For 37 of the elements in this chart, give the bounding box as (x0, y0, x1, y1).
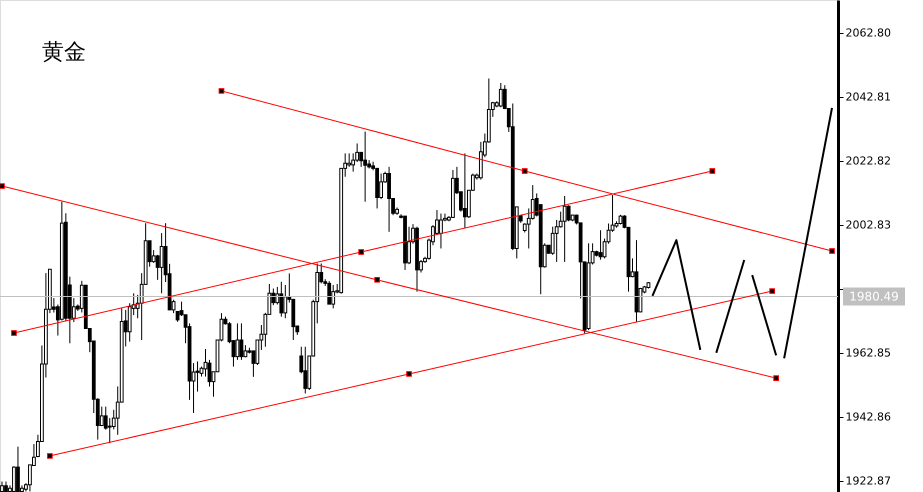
candlestick (4, 481, 8, 492)
point (773, 375, 779, 381)
candlestick (363, 131, 368, 202)
candlestick (566, 204, 571, 222)
candlestick (347, 152, 352, 168)
point (374, 276, 380, 283)
point (47, 453, 53, 459)
point (358, 249, 364, 255)
point (0, 183, 5, 189)
candlestick (355, 142, 360, 163)
text: 黄金 (42, 40, 86, 65)
point (218, 88, 224, 94)
point (11, 330, 17, 336)
candlestick (236, 322, 240, 360)
point (769, 288, 775, 294)
candlestick (439, 213, 443, 249)
point (709, 168, 716, 174)
y-tick-label: 1962.85 (846, 346, 891, 360)
candlestick (240, 322, 244, 360)
y-tick-label: 2042.81 (846, 90, 891, 104)
point (406, 371, 412, 377)
y-tick-label: 2022.82 (846, 154, 891, 168)
candlestick (598, 230, 602, 260)
candlestick (462, 152, 467, 229)
candlestick (562, 195, 567, 262)
candlestick (160, 232, 164, 294)
candlestick (618, 214, 622, 225)
candlestick (283, 284, 288, 319)
point (829, 248, 835, 254)
y-tick-label: 2062.80 (846, 26, 891, 40)
y-tick-label: 2002.83 (846, 218, 891, 232)
point (522, 168, 528, 174)
candlestick (303, 346, 308, 394)
candlestick (498, 82, 503, 108)
ref-line-label: 1980.49 (849, 290, 899, 304)
y-tick-label: 1942.86 (846, 410, 891, 424)
y-tick-label: 1922.87 (846, 474, 891, 488)
